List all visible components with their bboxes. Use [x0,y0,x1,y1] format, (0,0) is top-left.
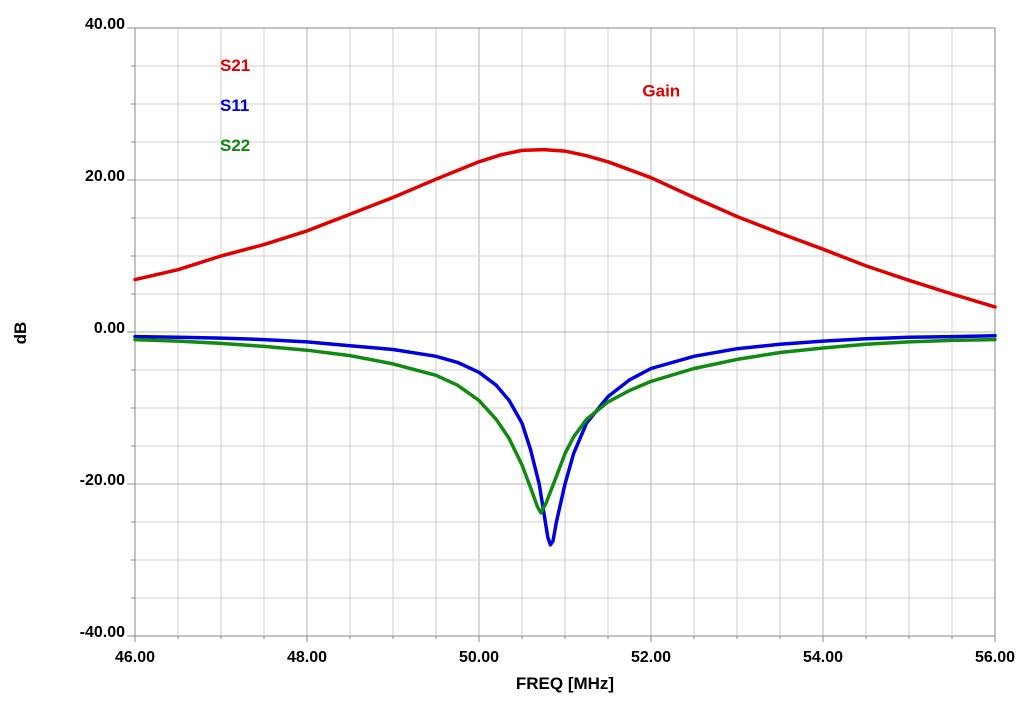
x-tick-label: 54.00 [803,649,843,666]
legend-label-s21: S21 [220,56,250,75]
x-tick-label: 48.00 [287,649,327,666]
grid [134,27,996,637]
legend-label-s22: S22 [220,136,250,155]
y-tick-label: 0.00 [94,320,125,337]
y-tick-label: -20.00 [80,472,125,489]
axis-ticks: 40.00 20.00 0.00 -20.00 -40.00 46.00 48.00 50.0… [80,16,1015,666]
x-tick-label: 52.00 [631,649,671,666]
series-line-s11 [133,334,997,547]
y-tick-label: -40.00 [80,624,125,641]
legend: S21 S11 S22 [220,56,250,155]
series-line-s22 [133,337,997,515]
y-axis-title: dB [11,322,30,345]
x-tick-label: 50.00 [459,649,499,666]
y-tick-label: 40.00 [85,16,125,33]
x-tick-label: 46.00 [115,649,155,666]
x-tick-label: 56.00 [975,649,1015,666]
y-tick-label: 20.00 [85,168,125,185]
series-line-s21 [133,147,997,309]
x-axis-title: FREQ [MHz] [516,674,614,693]
legend-label-s11: S11 [220,96,249,115]
annotation-label: Gain [642,81,680,100]
annotations: Gain [642,81,680,100]
series-layer [133,147,997,547]
